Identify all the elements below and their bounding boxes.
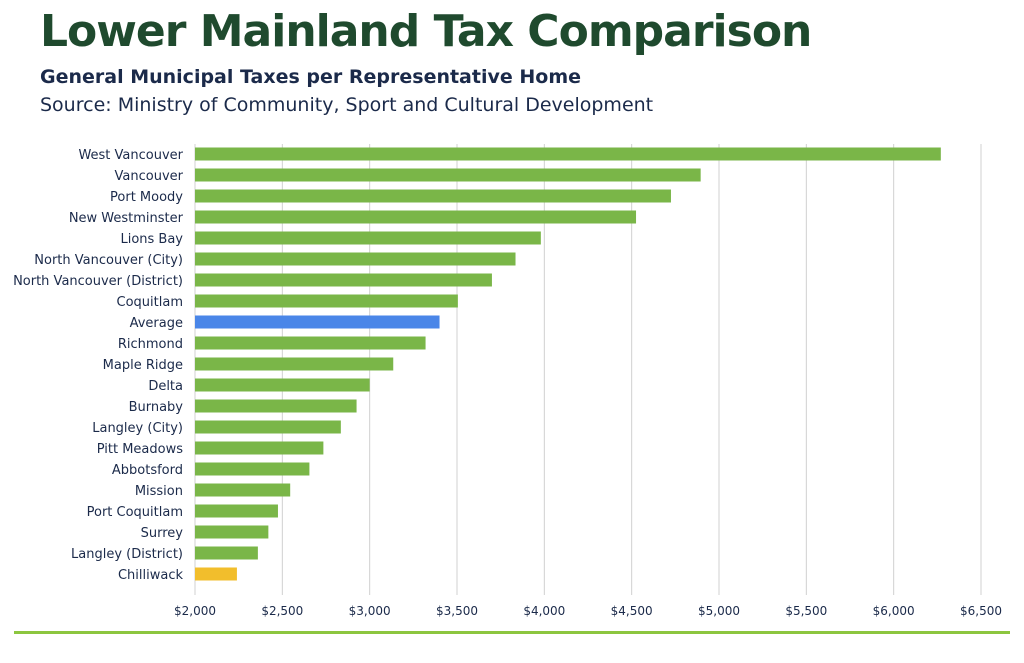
chart-title: Lower Mainland Tax Comparison — [40, 6, 812, 57]
bar-burnaby — [195, 399, 357, 413]
category-label: Langley (District) — [71, 547, 183, 562]
category-label: Richmond — [118, 337, 183, 352]
category-label: Pitt Meadows — [97, 442, 184, 457]
category-label: North Vancouver (District) — [13, 274, 183, 289]
x-tick-label: $4,000 — [523, 604, 565, 618]
bar-new-westminster — [195, 210, 637, 224]
x-tick-label: $2,500 — [261, 604, 303, 618]
bar-delta — [195, 378, 370, 392]
x-tick-label: $6,500 — [960, 604, 1002, 618]
chart-source: Source: Ministry of Community, Sport and… — [40, 94, 654, 116]
x-tick-label: $2,000 — [174, 604, 216, 618]
category-label: Langley (City) — [92, 421, 183, 436]
bar-mission — [195, 483, 291, 497]
bar-chilliwack — [195, 567, 237, 581]
chart-subtitle: General Municipal Taxes per Representati… — [40, 66, 581, 88]
category-label: West Vancouver — [78, 148, 183, 163]
bar-north-vancouver-city — [195, 252, 516, 266]
category-label: Port Moody — [110, 190, 183, 205]
bar-coquitlam — [195, 294, 458, 308]
category-label: Vancouver — [115, 169, 184, 184]
category-label: New Westminster — [69, 211, 184, 226]
category-label: Lions Bay — [120, 232, 183, 247]
category-label: Coquitlam — [117, 295, 183, 310]
category-label: Mission — [135, 484, 183, 499]
x-tick-label: $5,500 — [785, 604, 827, 618]
category-label: Delta — [148, 379, 183, 394]
bar-port-moody — [195, 189, 671, 203]
bar-north-vancouver-district — [195, 273, 492, 287]
bar-port-coquitlam — [195, 504, 278, 518]
bar-maple-ridge — [195, 357, 394, 371]
x-tick-label: $5,000 — [698, 604, 740, 618]
category-label: Surrey — [141, 526, 184, 541]
bar-vancouver — [195, 168, 701, 182]
x-tick-label: $3,500 — [436, 604, 478, 618]
bar-chart: $2,000 $2,500 $3,000 $3,500 $4,000 $4,500 $5,0… — [13, 144, 1002, 618]
category-label: Maple Ridge — [103, 358, 183, 373]
bottom-rule — [14, 631, 1010, 634]
x-tick-label: $3,000 — [349, 604, 391, 618]
bar-richmond — [195, 336, 426, 350]
bar-pitt-meadows — [195, 441, 324, 455]
bar-lions-bay — [195, 231, 541, 245]
bar-abbotsford — [195, 462, 310, 476]
category-label: Chilliwack — [118, 568, 184, 583]
category-label: Average — [130, 316, 183, 331]
bar-west-vancouver — [195, 147, 941, 161]
bar-surrey — [195, 525, 269, 539]
bar-langley-city — [195, 420, 341, 434]
bar-langley-district — [195, 546, 258, 560]
category-label: Port Coquitlam — [87, 505, 183, 520]
category-label: Burnaby — [129, 400, 184, 415]
category-label: North Vancouver (City) — [34, 253, 183, 268]
bar-average — [195, 315, 440, 329]
x-tick-label: $6,000 — [873, 604, 915, 618]
category-label: Abbotsford — [112, 463, 183, 478]
x-tick-label: $4,500 — [611, 604, 653, 618]
